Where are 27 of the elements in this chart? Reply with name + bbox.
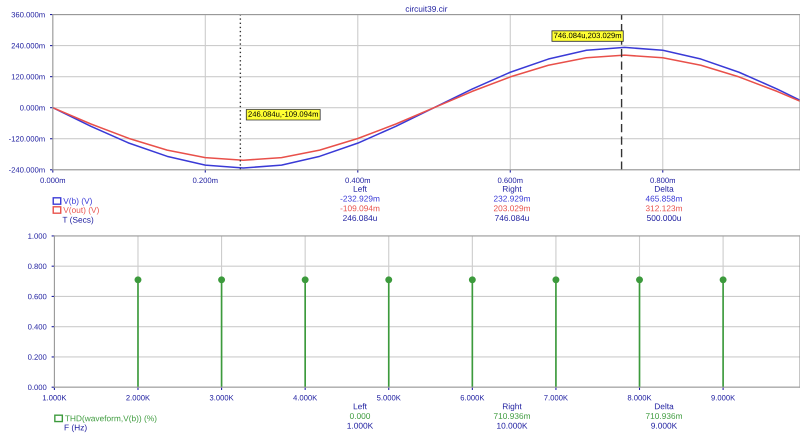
text: 232.929m (494, 196, 530, 202)
text: 500.000u (646, 215, 681, 221)
x-axis-title: T (Secs) (62, 216, 94, 224)
text: 9.000K (651, 422, 678, 429)
text: Left (354, 186, 367, 192)
legend-label: V(out) (V) (63, 206, 99, 215)
text: -232.929m (340, 196, 380, 202)
text: Right (502, 403, 522, 411)
text: 203.029m (494, 205, 530, 212)
text: 746.084u (495, 215, 529, 221)
text: Right (502, 186, 522, 194)
text: 312.123m (646, 205, 682, 212)
legend-label: THD(waveform,V(b)) (%) (65, 415, 156, 423)
text: 710.936m (494, 413, 530, 419)
text: Left (354, 403, 367, 410)
text: Delta (654, 403, 674, 410)
text: 10.000K (497, 422, 528, 429)
text: -109.094m (340, 205, 380, 212)
text: 465.858m (646, 196, 682, 202)
x-axis-title: F (Hz) (64, 424, 87, 432)
chart-title: circuit39.cir (406, 6, 448, 12)
legend-label: V(b) (V) (63, 198, 92, 206)
text: 0.000 (350, 413, 370, 419)
text: 710.936m (646, 413, 682, 419)
text: 1.000K (347, 422, 374, 429)
text: 246.084u (343, 215, 377, 221)
text: Delta (654, 186, 674, 192)
